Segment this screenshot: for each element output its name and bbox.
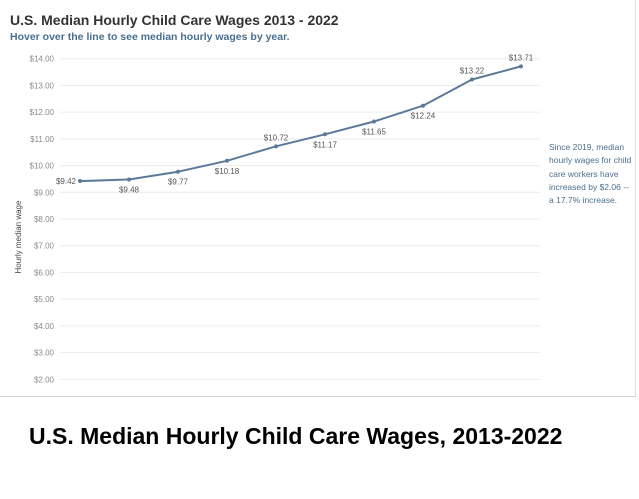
figure-caption: U.S. Median Hourly Child Care Wages, 201… <box>29 423 563 449</box>
series-line[interactable] <box>79 65 522 183</box>
data-label: $10.18 <box>215 167 240 176</box>
chart-annotation: Since 2019, median hourly wages for chil… <box>549 142 632 206</box>
data-point[interactable] <box>323 132 327 137</box>
data-point[interactable] <box>225 158 229 163</box>
y-tick-label: $3.00 <box>34 349 55 358</box>
y-tick-label: $10.00 <box>30 162 55 171</box>
data-label: $9.42 <box>56 177 77 186</box>
data-label: $11.65 <box>362 127 386 136</box>
y-tick-label: $12.00 <box>30 108 55 117</box>
chart-bottom-border <box>0 396 636 397</box>
data-label: $13.22 <box>460 67 485 76</box>
data-point[interactable] <box>176 169 180 174</box>
chart-container: U.S. Median Hourly Child Care Wages 2013… <box>0 0 639 400</box>
y-tick-label: $13.00 <box>30 81 55 90</box>
data-label: $13.71 <box>509 53 534 62</box>
data-label: $9.48 <box>119 185 140 194</box>
y-tick-label: $5.00 <box>34 295 55 304</box>
y-axis-title: Hourly median wage <box>14 200 23 273</box>
y-tick-label: $4.00 <box>34 322 55 331</box>
chart-right-border <box>635 0 636 397</box>
data-point[interactable] <box>78 179 82 184</box>
data-label: $12.24 <box>411 112 436 121</box>
y-tick-label: $2.00 <box>34 375 55 384</box>
data-point[interactable] <box>127 177 131 182</box>
y-tick-label: $14.00 <box>30 55 55 64</box>
line-chart[interactable]: $2.00 $3.00 $4.00 $5.00 $6.00 $7.00 $8.00 $9.00… <box>0 0 639 400</box>
chart-subtitle: Hover over the line to see median hourly… <box>10 31 290 43</box>
data-label: $11.17 <box>313 140 337 149</box>
data-point[interactable] <box>274 144 278 149</box>
data-point[interactable] <box>470 77 474 82</box>
y-tick-label: $11.00 <box>30 135 54 144</box>
y-tick-label: $7.00 <box>34 242 55 251</box>
y-tick-label: $6.00 <box>34 268 55 277</box>
data-label: $10.72 <box>264 133 289 142</box>
data-label: $9.77 <box>168 178 189 187</box>
data-point[interactable] <box>421 103 425 108</box>
chart-title: U.S. Median Hourly Child Care Wages 2013… <box>10 12 339 28</box>
y-tick-label: $9.00 <box>34 188 55 197</box>
y-tick-label: $8.00 <box>34 215 55 224</box>
data-point[interactable] <box>519 64 523 69</box>
data-point[interactable] <box>372 119 376 124</box>
